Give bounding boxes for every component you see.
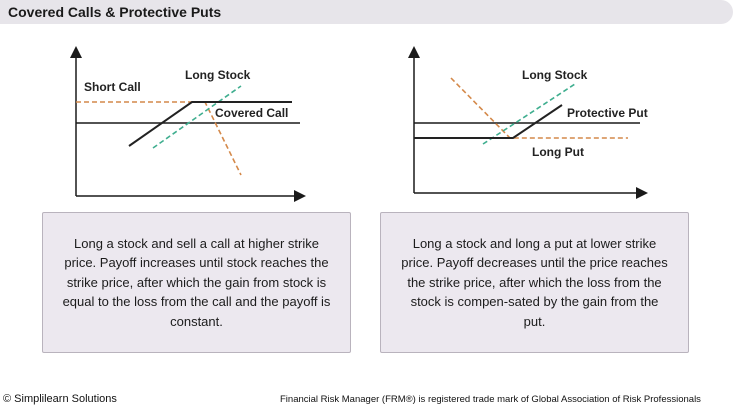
short-call-label: Short Call [84, 80, 141, 94]
long-stock-label: Long Stock [185, 68, 251, 82]
covered-call-diagram: Short Call Long Stock Covered Call [70, 46, 306, 202]
protective-put-line [414, 104, 563, 139]
protective-put-description: Long a stock and long a put at lower str… [401, 235, 668, 329]
protective-put-description-box: Long a stock and long a put at lower str… [380, 212, 689, 353]
long-stock-line [482, 83, 576, 145]
title-bar: Covered Calls & Protective Puts [0, 0, 733, 24]
protective-put-diagram: Long Stock Protective Put Long Put [408, 46, 648, 199]
covered-call-label: Covered Call [215, 106, 288, 120]
long-stock-line [152, 85, 242, 149]
covered-call-line [128, 101, 292, 147]
trademark-text: Financial Risk Manager (FRM®) is registe… [280, 394, 701, 405]
long-stock-label: Long Stock [522, 68, 588, 82]
page-title: Covered Calls & Protective Puts [8, 4, 222, 20]
covered-call-description-box: Long a stock and sell a call at higher s… [42, 212, 351, 353]
copyright-text: © Simplilearn Solutions [3, 393, 117, 405]
protective-put-label: Protective Put [567, 106, 648, 120]
covered-call-description: Long a stock and sell a call at higher s… [62, 235, 331, 329]
long-put-label: Long Put [532, 145, 584, 159]
